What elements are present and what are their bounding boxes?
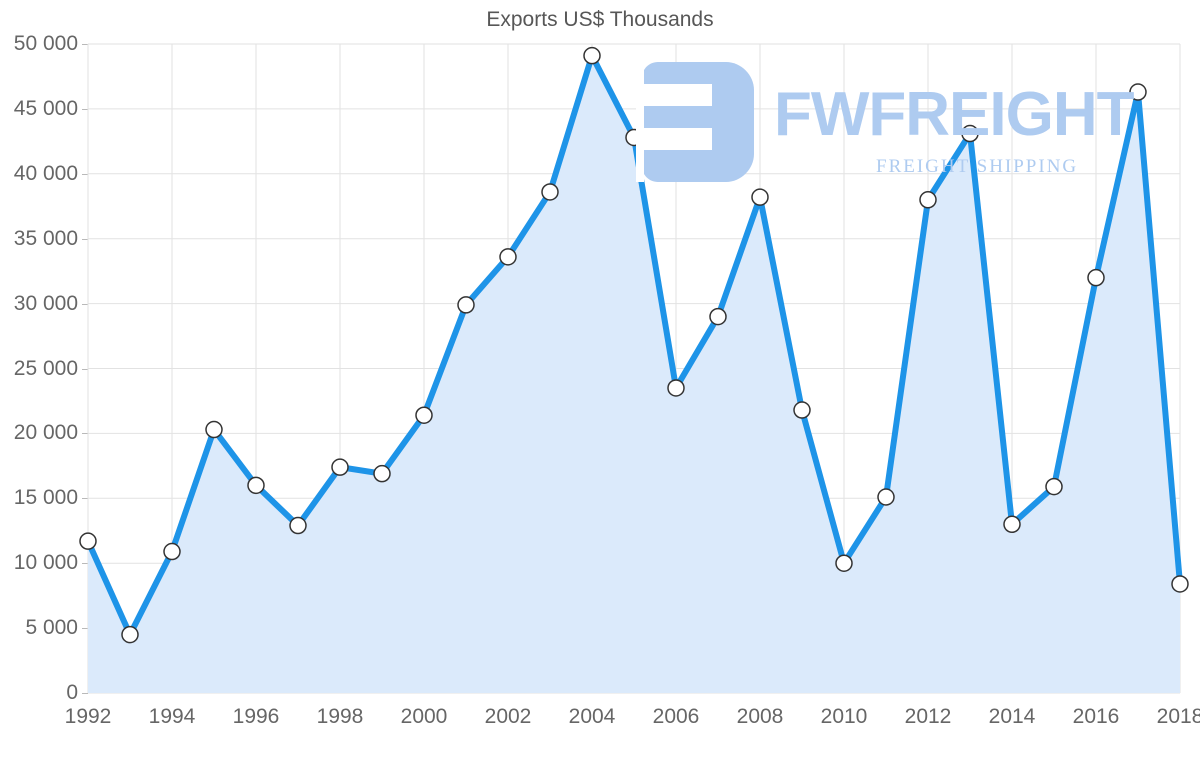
x-axis-tick-label: 2002 bbox=[484, 705, 532, 728]
y-axis-tick-mark bbox=[82, 368, 88, 370]
data-point-marker[interactable] bbox=[1129, 83, 1147, 101]
y-axis-tick-label: 50 000 bbox=[13, 32, 78, 55]
data-point-marker[interactable] bbox=[331, 458, 349, 476]
data-point-marker[interactable] bbox=[205, 420, 223, 439]
data-point-marker[interactable] bbox=[499, 248, 517, 266]
data-point-marker[interactable] bbox=[961, 124, 979, 143]
y-axis-tick-label: 25 000 bbox=[13, 356, 78, 380]
x-axis-tick-label: 1996 bbox=[232, 705, 280, 728]
x-axis-tick-label: 2012 bbox=[904, 705, 952, 728]
y-axis-tick-mark bbox=[82, 563, 88, 565]
area-chart-svg bbox=[79, 43, 1189, 694]
data-point-marker[interactable] bbox=[835, 554, 853, 572]
chart-title: Exports US$ Thousands bbox=[486, 8, 714, 31]
x-axis-tick-label: 2014 bbox=[988, 705, 1036, 728]
data-point-marker[interactable] bbox=[373, 464, 391, 483]
data-point-marker[interactable] bbox=[877, 488, 895, 506]
x-axis-tick-label: 1994 bbox=[148, 705, 196, 728]
y-axis-tick-mark bbox=[82, 498, 88, 500]
data-point-marker[interactable] bbox=[667, 379, 685, 397]
data-point-marker[interactable] bbox=[247, 476, 265, 495]
data-point-markers bbox=[79, 46, 1189, 644]
plot-area bbox=[79, 43, 1189, 694]
y-axis-tick-label: 10 000 bbox=[13, 551, 78, 575]
data-point-marker[interactable] bbox=[457, 296, 475, 314]
y-axis-tick-mark bbox=[82, 693, 88, 694]
y-axis-tick-label: 0 bbox=[66, 681, 78, 704]
y-axis-tick-mark bbox=[82, 108, 88, 110]
y-axis-tick-mark bbox=[82, 628, 88, 630]
data-point-marker[interactable] bbox=[289, 516, 307, 535]
y-axis-tick-mark bbox=[82, 303, 88, 305]
y-axis-tick-mark bbox=[82, 173, 88, 175]
data-point-marker[interactable] bbox=[1087, 268, 1105, 287]
data-point-marker[interactable] bbox=[79, 532, 97, 550]
y-axis-tick-label: 5 000 bbox=[25, 616, 78, 640]
data-point-marker[interactable] bbox=[709, 307, 727, 326]
x-axis-tick-label: 2016 bbox=[1072, 705, 1120, 728]
data-point-marker[interactable] bbox=[1045, 477, 1063, 496]
data-point-marker[interactable] bbox=[121, 625, 139, 644]
area-fill-path bbox=[88, 55, 1180, 694]
y-axis-tick-label: 35 000 bbox=[13, 226, 78, 250]
y-axis-tick-mark bbox=[82, 44, 88, 45]
data-point-marker[interactable] bbox=[919, 191, 937, 209]
data-point-marker[interactable] bbox=[625, 128, 643, 147]
data-point-marker[interactable] bbox=[541, 183, 559, 201]
x-axis-tick-label: 2010 bbox=[820, 705, 868, 728]
x-axis-tick-label: 2006 bbox=[652, 705, 700, 728]
y-axis-tick-label: 45 000 bbox=[13, 96, 78, 120]
y-axis-tick-label: 20 000 bbox=[13, 421, 78, 445]
y-axis-tick-label: 30 000 bbox=[13, 291, 78, 315]
data-point-marker[interactable] bbox=[751, 188, 769, 206]
x-axis-tick-label: 2000 bbox=[400, 705, 448, 728]
y-axis-tick-label: 15 000 bbox=[13, 486, 78, 510]
y-axis-tick-mark bbox=[82, 238, 88, 240]
x-axis-tick-label: 2008 bbox=[736, 705, 784, 728]
data-point-marker[interactable] bbox=[1171, 575, 1189, 593]
x-axis-tick-label: 1998 bbox=[316, 705, 364, 728]
data-point-marker[interactable] bbox=[583, 46, 601, 65]
y-axis-tick-mark bbox=[82, 433, 88, 435]
x-axis-tick-label: 1992 bbox=[64, 705, 112, 728]
data-point-marker[interactable] bbox=[1003, 515, 1021, 534]
x-axis-tick-label: 2004 bbox=[568, 705, 616, 728]
x-axis-tick-label: 2018 bbox=[1156, 705, 1200, 728]
data-point-marker[interactable] bbox=[793, 401, 811, 419]
data-point-marker[interactable] bbox=[415, 406, 433, 424]
y-axis-tick-label: 40 000 bbox=[13, 161, 78, 185]
data-point-marker[interactable] bbox=[163, 542, 181, 561]
